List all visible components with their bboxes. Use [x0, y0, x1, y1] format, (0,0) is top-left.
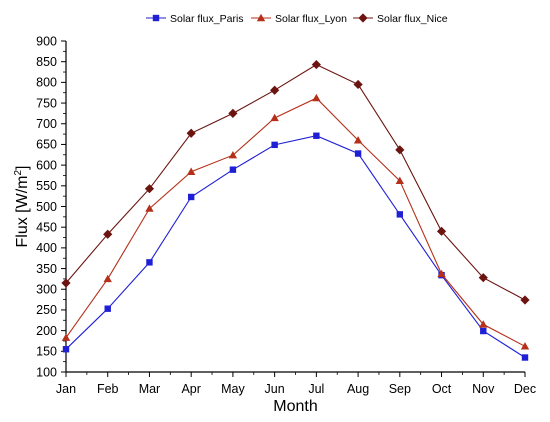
data-point	[228, 108, 238, 119]
data-point	[270, 85, 280, 95]
y-tick-label: 550	[36, 179, 57, 193]
x-tick-label: Aug	[347, 382, 369, 396]
x-tick-label: Apr	[181, 382, 200, 396]
series-line	[65, 97, 526, 347]
series-line	[65, 63, 526, 301]
x-tick-label: May	[221, 382, 245, 396]
y-axis-title-main: Flux [W/m	[14, 176, 31, 248]
data-point	[270, 113, 279, 122]
data-point	[479, 320, 488, 328]
y-tick-label: 600	[36, 158, 57, 172]
y-axis-title-superscript: 2	[13, 170, 24, 176]
data-point	[144, 184, 155, 194]
y-axis-title-end: ]	[14, 165, 31, 169]
data-point	[520, 295, 530, 305]
series-line	[65, 135, 526, 358]
data-point	[478, 273, 488, 283]
data-point	[146, 259, 153, 266]
y-tick-label: 500	[36, 200, 57, 214]
data-point	[229, 166, 237, 173]
data-point	[353, 79, 363, 90]
y-tick-label: 250	[36, 303, 57, 317]
data-point	[186, 167, 196, 175]
x-tick-label: Oct	[432, 382, 452, 396]
x-tick-label: Mar	[139, 382, 161, 396]
y-tick-label: 200	[36, 324, 57, 338]
y-tick-label: 350	[36, 262, 57, 276]
x-tick-label: Jun	[265, 382, 285, 396]
y-tick-label: 900	[36, 34, 57, 48]
x-tick-label: Jul	[308, 382, 324, 396]
data-point	[104, 305, 111, 312]
y-tick-label: 100	[36, 365, 57, 379]
data-point	[395, 145, 405, 155]
x-tick-label: Feb	[97, 382, 119, 396]
data-point	[103, 229, 113, 239]
axes: 100 150 200 250 300 350 400 450 500 550 600 650 700 7…	[36, 34, 536, 396]
series-layer	[61, 59, 530, 361]
data-point	[396, 211, 404, 218]
legend-label: Solar flux_Paris	[170, 13, 244, 25]
y-tick-label: 150	[36, 345, 57, 359]
data-point	[61, 333, 71, 341]
data-point	[312, 93, 321, 102]
legend: Solar flux_Paris Solar flux_Lyon Solar flu…	[146, 13, 448, 25]
data-point	[480, 327, 487, 335]
data-point	[311, 59, 321, 70]
y-tick-label: 850	[36, 55, 57, 69]
x-tick-label: Nov	[472, 382, 495, 396]
data-point	[520, 342, 530, 350]
data-point	[353, 136, 363, 144]
y-tick-label: 700	[36, 117, 57, 131]
legend-label: Solar flux_Nice	[377, 13, 448, 25]
data-point	[521, 354, 529, 361]
legend-marker	[152, 14, 160, 22]
y-tick-label: 300	[36, 283, 57, 297]
data-point	[271, 141, 278, 149]
legend-label: Solar flux_Lyon	[275, 13, 347, 25]
y-tick-label: 400	[36, 241, 57, 255]
y-axis-title: Flux [W/m2]	[13, 165, 31, 247]
legend-marker	[358, 13, 368, 23]
data-point	[354, 150, 362, 157]
data-point	[437, 269, 446, 278]
x-tick-label: Jan	[56, 382, 76, 396]
data-point	[228, 150, 238, 159]
data-point	[186, 128, 196, 138]
x-tick-label: Dec	[514, 382, 536, 396]
data-point	[145, 204, 154, 212]
data-point	[103, 274, 112, 283]
data-point	[436, 226, 447, 236]
data-point	[61, 278, 71, 288]
x-tick-label: Sep	[389, 382, 411, 396]
data-point	[395, 176, 405, 185]
legend-marker	[256, 13, 266, 22]
y-tick-label: 650	[36, 138, 57, 152]
data-point	[313, 132, 320, 139]
x-axis-title: Month	[273, 398, 317, 415]
data-point	[62, 346, 70, 353]
y-tick-label: 750	[36, 96, 57, 110]
data-point	[187, 193, 195, 201]
y-tick-label: 450	[36, 220, 57, 234]
y-tick-label: 800	[36, 76, 57, 90]
